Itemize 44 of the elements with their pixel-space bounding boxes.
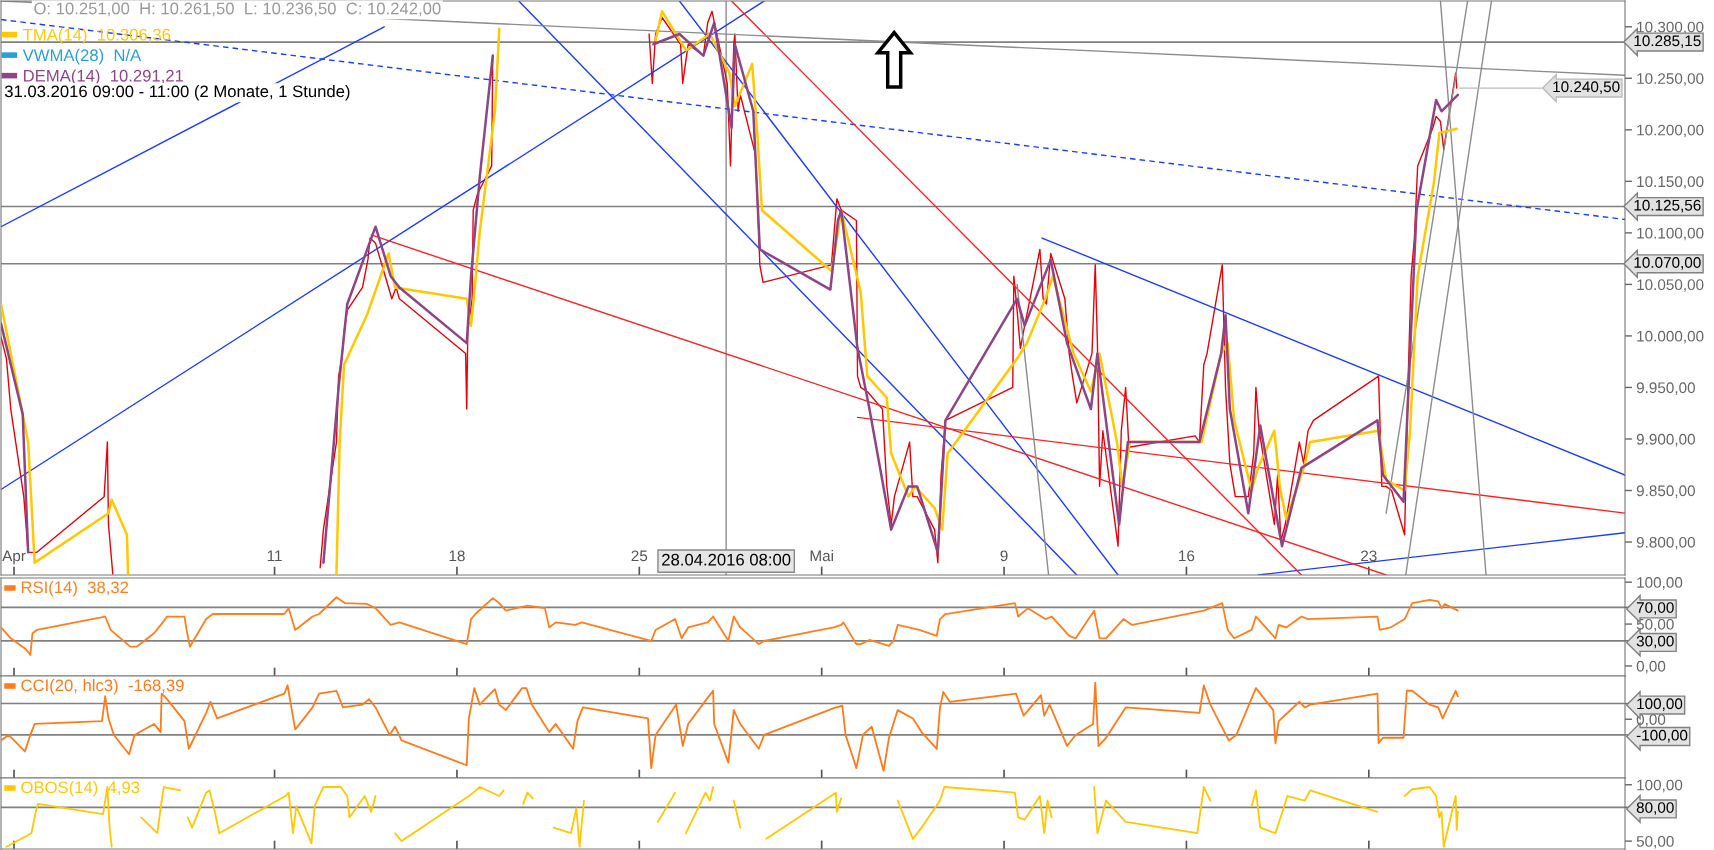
legend-label: VWMA(28) N/A xyxy=(22,48,142,65)
ref-line-label: 10.125,56 xyxy=(1634,199,1701,213)
ref-line-label: 10.070,00 xyxy=(1634,257,1701,270)
annotation: 31.03.2016 09:00 - 11:00 (2 Monate, 1 Stunde) xyxy=(4,85,350,101)
series-label: CCI(20, hlc3) -168,39 xyxy=(21,679,184,695)
x-tick-label: 23 xyxy=(1361,550,1377,562)
annotation: O: 10.251,00 H: 10.261,50 L: 10.236,50 C: 10.242,00 xyxy=(34,2,441,17)
y-tick-label: 30,00 xyxy=(1636,635,1674,649)
y-tick-label: 50,00 xyxy=(1636,835,1674,849)
y-tick-label: 10.050,00 xyxy=(1637,279,1704,292)
y-tick-label: 0,00 xyxy=(1636,714,1666,727)
legend-label: RSI(14) 38,32 xyxy=(21,581,129,597)
x-tick-label: 25 xyxy=(631,550,648,562)
y-tick-label: 10.200,00 xyxy=(1637,124,1704,138)
y-tick-label: 50,00 xyxy=(1636,618,1674,632)
x-tick-label: Mai xyxy=(810,550,833,562)
y-tick-label: 100,00 xyxy=(1637,779,1683,793)
y-tick-label: 10.000,00 xyxy=(1637,330,1704,344)
y-tick-label: 9.900,00 xyxy=(1636,433,1695,447)
y-tick-label: 100,00 xyxy=(1637,577,1683,590)
y-tick-label: 70,00 xyxy=(1636,602,1674,615)
y-tick-label: 10.100,00 xyxy=(1637,227,1704,241)
legend-label: DEMA(14) 10.291,21 xyxy=(24,69,184,85)
x-tick-label: Apr xyxy=(2,550,26,565)
line-series xyxy=(1,681,1459,772)
x-tick-label: 18 xyxy=(449,550,465,562)
y-tick-label: 9.800,00 xyxy=(1636,536,1695,550)
x-tick-label: 9 xyxy=(1000,550,1008,562)
line-series xyxy=(1,596,1459,656)
x-tick-label: 11 xyxy=(267,550,282,562)
y-tick-label: 80,00 xyxy=(1636,802,1674,815)
ref-line-label: 10.285,15 xyxy=(1634,35,1701,48)
annotation: 10.240,50 xyxy=(1553,81,1620,94)
legend-label: OBOS(14) 4,93 xyxy=(21,781,140,797)
y-tick-label: 10.300,00 xyxy=(1637,21,1704,35)
ref-line-label: 28.04.2016 08:00 xyxy=(662,553,791,566)
y-tick-label: 10.250,00 xyxy=(1637,73,1704,86)
x-tick-label: 16 xyxy=(1179,550,1195,562)
y-tick-label: 10.150,00 xyxy=(1637,176,1704,189)
y-tick-label: -100,00 xyxy=(1636,729,1688,743)
y-tick-label: 0,00 xyxy=(1636,660,1666,674)
y-tick-label: 100,00 xyxy=(1637,698,1683,711)
y-tick-label: 9.850,00 xyxy=(1636,485,1695,498)
y-tick-label: 9.950,00 xyxy=(1636,382,1695,395)
